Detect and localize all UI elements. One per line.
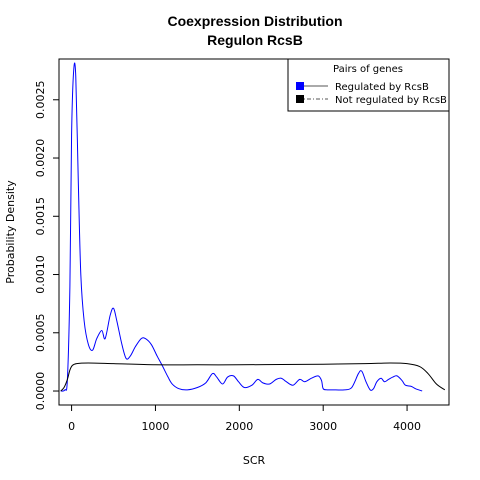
legend-swatch	[296, 95, 304, 103]
x-axis-label: SCR	[243, 454, 266, 467]
x-tick-label: 1000	[141, 420, 169, 433]
x-tick-label: 4000	[393, 420, 421, 433]
legend-box	[287, 58, 450, 112]
y-tick-label: 0.0000	[34, 372, 47, 411]
y-tick-label: 0.0005	[34, 314, 47, 353]
x-tick-label: 3000	[309, 420, 337, 433]
series-layer	[60, 62, 446, 392]
legend-swatch	[296, 82, 304, 90]
chart-title: Coexpression Distribution	[167, 13, 342, 29]
plot-frame	[58, 58, 450, 406]
y-tick-label: 0.0010	[34, 255, 47, 294]
y-axis-label: Probability Density	[4, 180, 17, 284]
chart-subtitle: Regulon RcsB	[207, 32, 303, 48]
y-tick-label: 0.0015	[34, 197, 47, 236]
y-tick-label: 0.0020	[34, 139, 47, 178]
series-line-not-regulated	[60, 362, 446, 392]
x-axis: 0 1000 2000 3000 4000	[68, 405, 421, 433]
y-axis: 0.0000 0.0005 0.0010 0.0015 0.0020 0.0025	[34, 81, 59, 411]
x-tick-label: 2000	[225, 420, 253, 433]
series-line-regulated	[60, 62, 423, 392]
legend-items: Regulated by RcsB Not regulated by RcsB	[296, 82, 447, 106]
y-tick-label: 0.0025	[34, 81, 47, 120]
legend: Pairs of genes Regulated by RcsB Not regu…	[287, 58, 450, 112]
legend-title: Pairs of genes	[333, 64, 403, 75]
legend-label: Regulated by RcsB	[335, 82, 429, 93]
legend-label: Not regulated by RcsB	[335, 95, 447, 106]
x-tick-label: 0	[68, 420, 75, 433]
